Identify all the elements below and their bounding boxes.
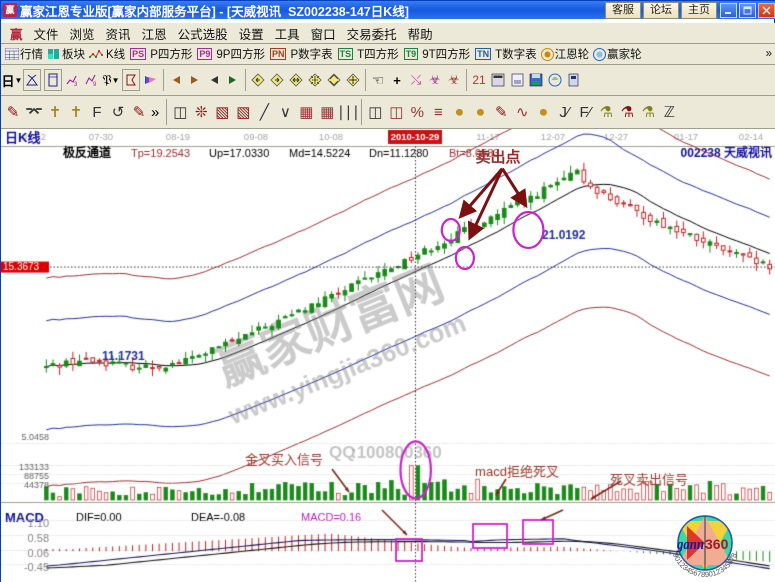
svg-text:3: 3 — [74, 82, 78, 87]
svg-text:9: 9 — [93, 82, 97, 87]
